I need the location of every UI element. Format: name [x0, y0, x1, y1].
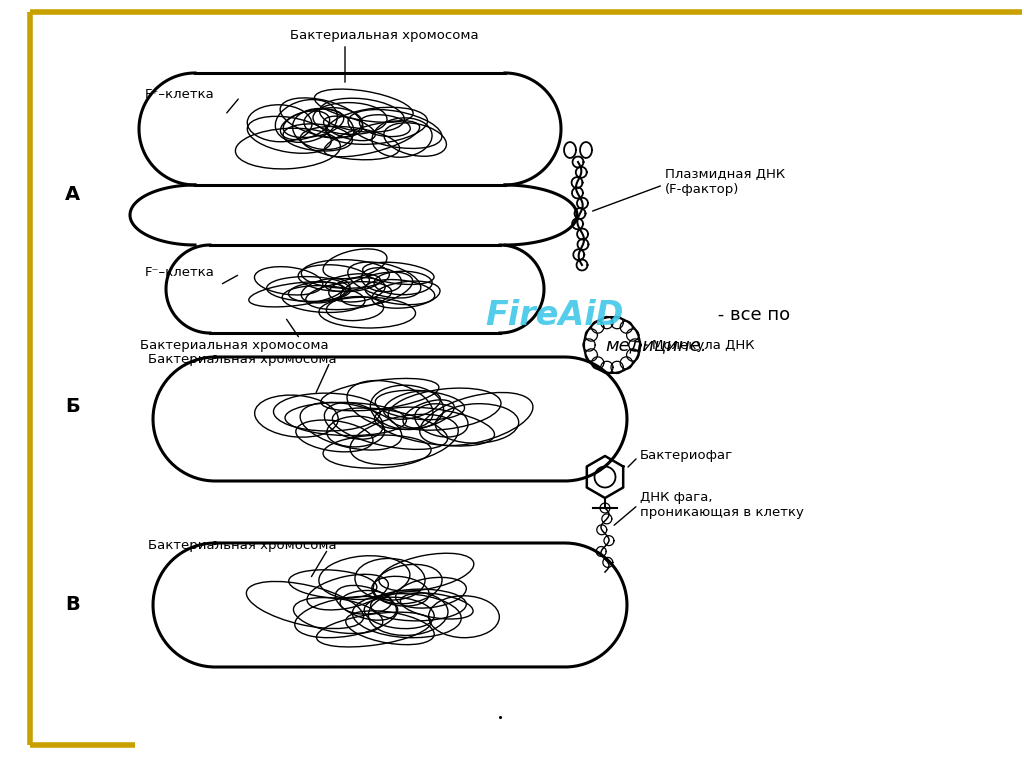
Text: медицине.: медицине. [605, 336, 707, 354]
Text: Плазмидная ДНК
(F-фактор): Плазмидная ДНК (F-фактор) [665, 168, 785, 196]
Text: FireAiD: FireAiD [485, 298, 624, 331]
Text: Молекула ДНК: Молекула ДНК [652, 338, 755, 351]
Text: А: А [65, 186, 80, 205]
Text: F⁻–клетка: F⁻–клетка [145, 265, 215, 278]
Text: Бактериальная хромосома: Бактериальная хромосома [140, 338, 329, 351]
Text: F⁺–клетка: F⁺–клетка [145, 88, 215, 101]
Text: Бактериальная хромосома: Бактериальная хромосома [148, 538, 337, 551]
Text: - все по: - все по [712, 306, 791, 324]
Text: ДНК фага,
проникающая в клетку: ДНК фага, проникающая в клетку [640, 491, 804, 519]
Text: Бактериофаг: Бактериофаг [640, 449, 733, 462]
Text: Бактериальная хромосома: Бактериальная хромосома [148, 353, 337, 366]
Text: В: В [65, 595, 80, 614]
Text: Бактериальная хромосома: Бактериальная хромосома [290, 29, 478, 42]
Text: Б: Б [65, 397, 80, 416]
